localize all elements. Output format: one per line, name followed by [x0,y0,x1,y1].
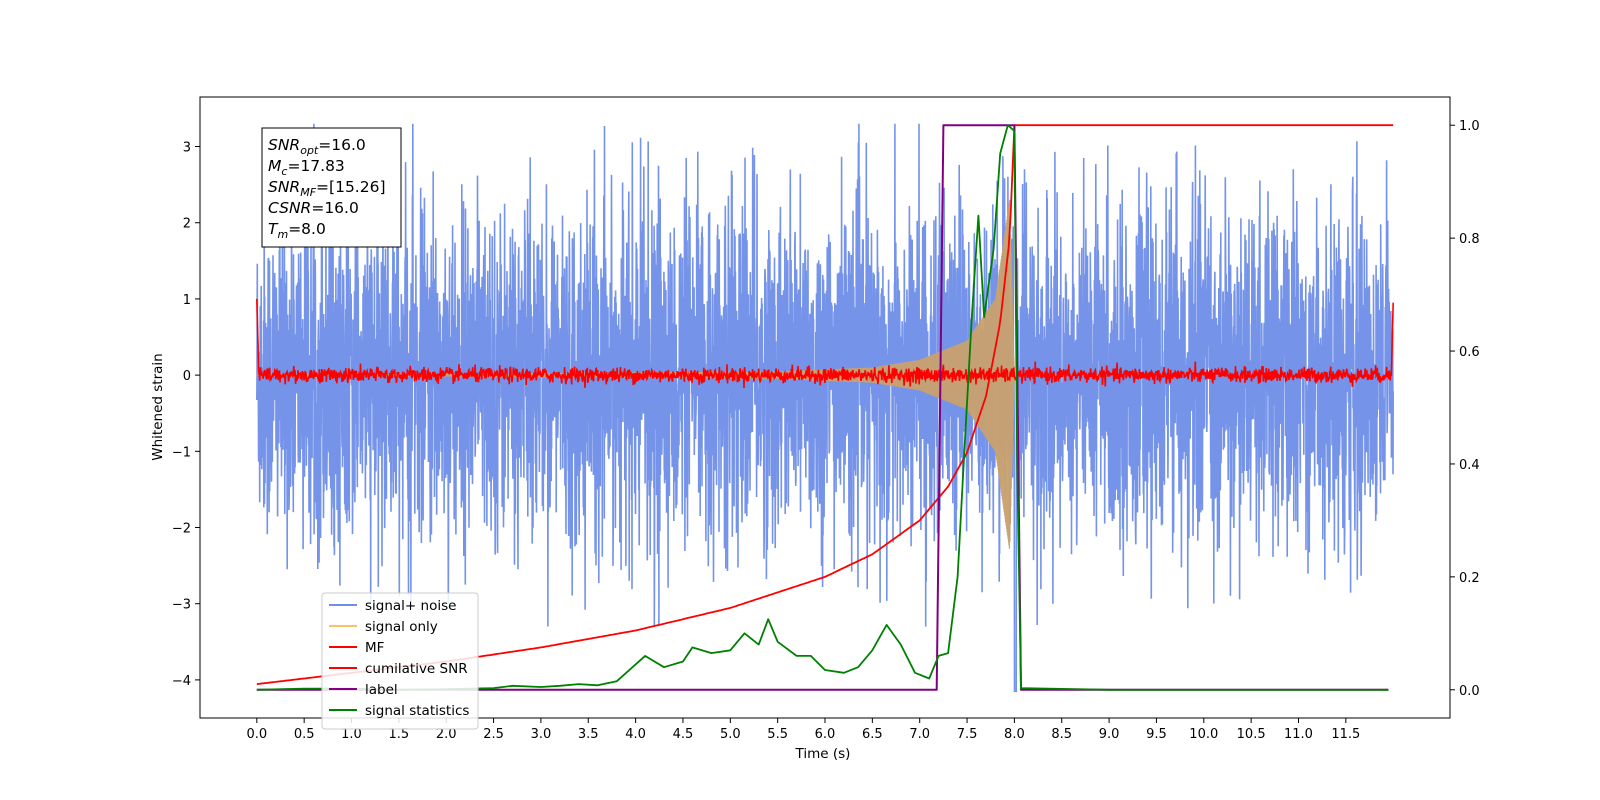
y2-tick-label: 0.4 [1459,458,1480,473]
x-tick-label: 3.5 [578,727,599,742]
y-tick-label: 3 [183,141,191,156]
y-tick-label: −3 [172,598,191,613]
series-mf [256,298,1394,389]
y-axis-left: 3 2 1 0 −1 −2 −3 −4 [172,141,200,689]
legend-label: cumilative SNR [365,661,468,677]
stat-line: Mc=17.83 [268,157,345,178]
x-tick-label: 6.5 [862,727,883,742]
x-tick-label: 10.0 [1189,727,1218,742]
x-tick-label: 7.0 [909,727,930,742]
legend-entry: label [329,682,398,698]
x-tick-label: 5.0 [720,727,741,742]
stat-line: SNRopt=16.0 [268,136,366,157]
x-tick-label: 2.5 [483,727,504,742]
x-tick-label: 1.0 [341,727,362,742]
legend-label: MF [365,640,384,656]
y2-tick-label: 0.0 [1459,684,1480,699]
legend-entry: cumilative SNR [329,661,468,677]
x-tick-label: 8.5 [1051,727,1072,742]
x-tick-label: 8.0 [1004,727,1025,742]
x-tick-label: 4.0 [625,727,646,742]
x-tick-label: 1.5 [389,727,410,742]
x-tick-label: 0.5 [294,727,315,742]
y-tick-label: −2 [172,522,191,537]
y2-tick-label: 0.6 [1459,345,1480,360]
x-tick-label: 11.0 [1284,727,1313,742]
x-tick-label: 9.5 [1146,727,1167,742]
y-tick-label: −4 [172,674,191,689]
x-tick-label: 10.5 [1237,727,1266,742]
legend-label: label [365,682,398,698]
y-tick-label: 1 [183,293,191,308]
legend-entry: MF [329,640,384,656]
y2-tick-label: 0.8 [1459,232,1480,247]
x-axis: 0.0 0.5 1.0 1.5 2.0 2.5 3.0 3.5 4.0 4.5 5.0 5.5 6.0 6… [246,718,1360,742]
y2-tick-label: 0.2 [1459,571,1480,586]
y-axis-label: Whitened strain [150,353,166,460]
y-tick-label: −1 [172,445,191,460]
x-tick-label: 9.0 [1099,727,1120,742]
x-tick-label: 4.5 [673,727,694,742]
legend-label: signal statistics [365,703,469,719]
y-axis-right: 1.0 0.8 0.6 0.4 0.2 0.0 [1450,119,1480,699]
x-tick-label: 11.5 [1331,727,1360,742]
y-tick-label: 2 [183,217,191,232]
y2-tick-label: 1.0 [1459,119,1480,134]
x-tick-label: 0.0 [246,727,267,742]
x-tick-label: 7.5 [957,727,978,742]
stats-annotation-box: SNRopt=16.0Mc=17.83SNRMF=[15.26]CSNR=16.… [261,127,402,248]
stat-line: Tm=8.0 [268,220,326,241]
x-tick-label: 3.0 [531,727,552,742]
stat-line: SNRMF=[15.26] [268,178,386,199]
x-axis-label: Time (s) [795,746,851,762]
legend-frame [321,592,479,730]
x-tick-label: 5.5 [767,727,788,742]
legend-entry: signal only [329,619,438,635]
stat-line: CSNR=16.0 [268,199,359,217]
x-tick-label: 6.0 [815,727,836,742]
x-tick-label: 2.0 [436,727,457,742]
legend-entry: signal+ noise [329,598,456,614]
legend-label: signal only [365,619,438,635]
legend: signal+ noise signal only MF cumilative SNR… [321,592,479,730]
legend-entry: signal statistics [329,703,469,719]
y-tick-label: 0 [183,369,191,384]
legend-label: signal+ noise [365,598,456,614]
series-signal-statistics [256,124,1389,691]
